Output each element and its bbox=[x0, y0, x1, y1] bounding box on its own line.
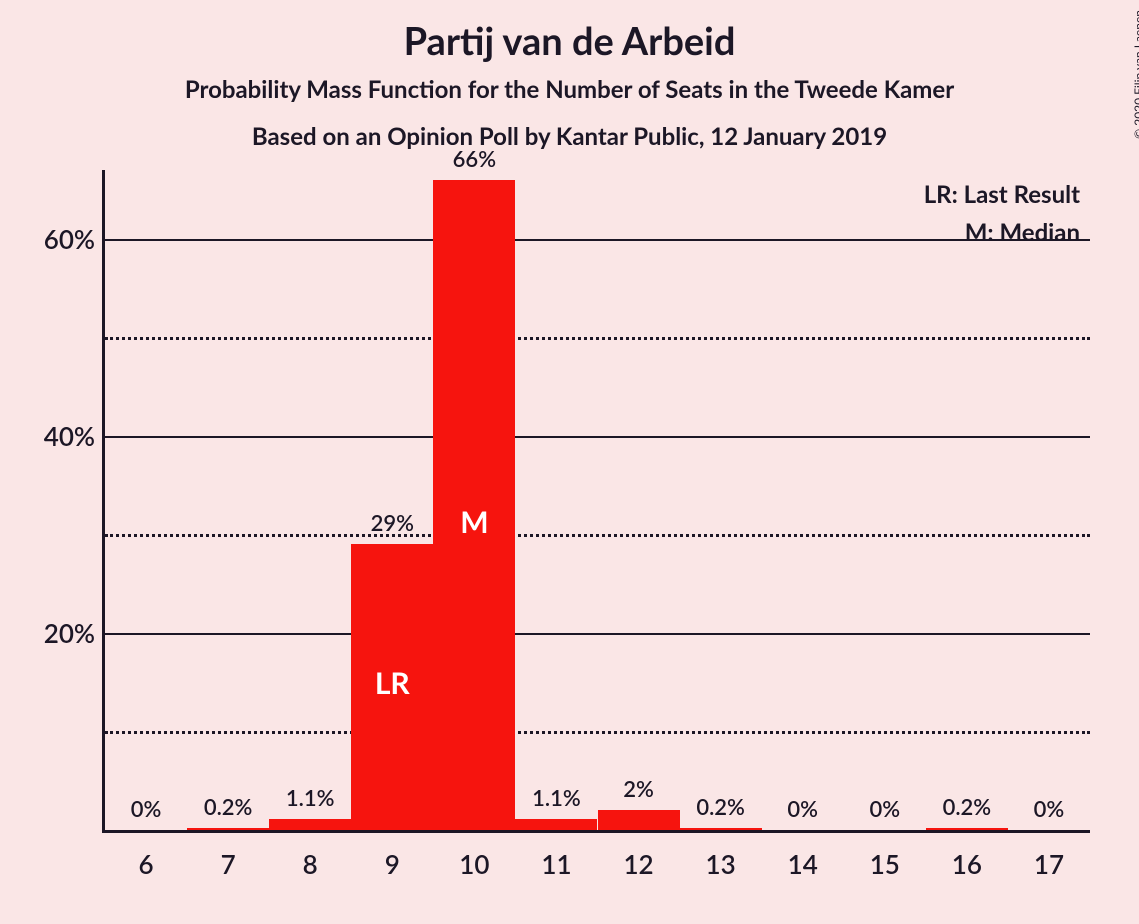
bar-inner-label: M bbox=[433, 504, 515, 540]
ytick-label: 60% bbox=[15, 223, 95, 255]
y-axis bbox=[102, 170, 105, 833]
ytick-label: 20% bbox=[15, 617, 95, 649]
bar-value-label: 29% bbox=[351, 509, 433, 536]
bar-value-label: 0% bbox=[844, 795, 926, 822]
xtick-label: 17 bbox=[1008, 848, 1090, 880]
gridline-major bbox=[105, 239, 1090, 241]
xtick-label: 9 bbox=[351, 848, 433, 880]
copyright-text: © 2020 Filip van Laenen bbox=[1131, 10, 1139, 139]
bar-value-label: 0.2% bbox=[680, 793, 762, 820]
gridline-minor bbox=[105, 534, 1090, 537]
chart-canvas: Partij van de Arbeid Probability Mass Fu… bbox=[0, 0, 1139, 924]
xtick-label: 6 bbox=[105, 848, 187, 880]
bar bbox=[269, 819, 351, 830]
xtick-label: 13 bbox=[680, 848, 762, 880]
bar bbox=[515, 819, 597, 830]
legend-line-m: M: Median bbox=[965, 218, 1080, 247]
chart-subtitle-1: Probability Mass Function for the Number… bbox=[0, 75, 1139, 104]
x-axis bbox=[102, 830, 1090, 833]
bar-value-label: 0.2% bbox=[926, 793, 1008, 820]
legend-line-lr: LR: Last Result bbox=[924, 180, 1080, 209]
xtick-label: 11 bbox=[515, 848, 597, 880]
xtick-label: 8 bbox=[269, 848, 351, 880]
chart-subtitle-2: Based on an Opinion Poll by Kantar Publi… bbox=[0, 122, 1139, 151]
bar-value-label: 1.1% bbox=[515, 784, 597, 811]
xtick-label: 7 bbox=[187, 848, 269, 880]
bar-value-label: 0% bbox=[105, 795, 187, 822]
plot-area: 20%40%60%0%60.2%71.1%829%LR966%M101.1%11… bbox=[105, 170, 1090, 830]
gridline-minor bbox=[105, 337, 1090, 340]
xtick-label: 16 bbox=[926, 848, 1008, 880]
ytick-label: 40% bbox=[15, 420, 95, 452]
bar-value-label: 0.2% bbox=[187, 793, 269, 820]
gridline-minor bbox=[105, 731, 1090, 734]
chart-title: Partij van de Arbeid bbox=[0, 18, 1139, 64]
xtick-label: 10 bbox=[433, 848, 515, 880]
gridline-major bbox=[105, 633, 1090, 635]
xtick-label: 12 bbox=[598, 848, 680, 880]
bar bbox=[598, 810, 680, 830]
bar-value-label: 1.1% bbox=[269, 784, 351, 811]
bar-value-label: 2% bbox=[598, 775, 680, 802]
bar-inner-label: LR bbox=[351, 665, 433, 701]
bar-value-label: 66% bbox=[433, 145, 515, 172]
xtick-label: 15 bbox=[844, 848, 926, 880]
bar-value-label: 0% bbox=[1008, 795, 1090, 822]
xtick-label: 14 bbox=[762, 848, 844, 880]
bar-value-label: 0% bbox=[762, 795, 844, 822]
gridline-major bbox=[105, 436, 1090, 438]
